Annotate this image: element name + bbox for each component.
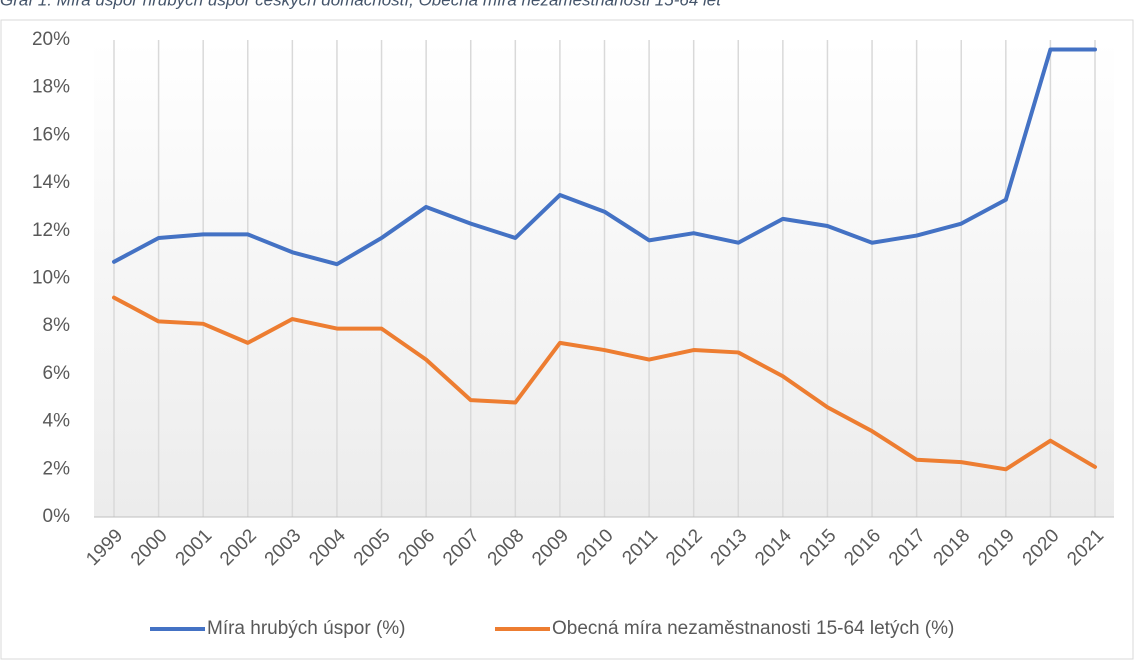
line-series [112,295,1097,472]
y-tick-label: 16% [32,124,70,145]
x-tick-label: 2019 [974,525,1019,570]
x-tick-label: 2007 [439,525,484,570]
y-tick-label: 20% [32,29,70,50]
x-tick-label: 2004 [305,525,350,570]
x-tick-label: 2009 [528,525,573,570]
x-tick-label: 2003 [261,525,306,570]
y-tick-label: 12% [32,220,70,241]
x-tick-label: 2020 [1019,525,1064,570]
chart-border [0,19,1134,660]
x-tick-label: 2013 [707,525,752,570]
x-tick-label: 2002 [216,525,261,570]
x-tick-label: 2014 [751,525,796,570]
y-tick-label: 6% [43,363,71,384]
y-tick-label: 10% [32,268,70,289]
x-tick-label: 2000 [127,525,172,570]
x-tick-label: 2010 [573,525,618,570]
y-tick-label: 4% [43,411,71,432]
y-tick-label: 8% [43,315,71,336]
legend-label: Obecná míra nezaměstnanosti 15-64 letých… [552,618,954,639]
x-tick-label: 2015 [796,525,841,570]
x-tick-label: 2008 [484,525,529,570]
x-tick-label: 2018 [930,525,975,570]
x-tick-label: 2011 [618,525,662,569]
x-tick-label: 1999 [82,525,127,570]
chart-title: Graf 1: Míra úspor hrubých úspor českých… [0,0,722,9]
legend-label: Míra hrubých úspor (%) [207,618,406,639]
x-tick-label: 2021 [1063,525,1108,570]
y-tick-label: 0% [43,506,71,527]
x-tick-label: 2006 [394,525,439,570]
line-series [112,47,1097,267]
x-tick-label: 2017 [885,525,930,570]
x-tick-label: 2001 [172,525,217,570]
y-tick-label: 2% [43,458,71,479]
x-tick-label: 2012 [662,525,707,570]
x-tick-label: 2005 [350,525,395,570]
y-tick-label: 14% [32,172,70,193]
x-tick-label: 2016 [840,525,885,570]
y-tick-label: 18% [32,77,70,98]
